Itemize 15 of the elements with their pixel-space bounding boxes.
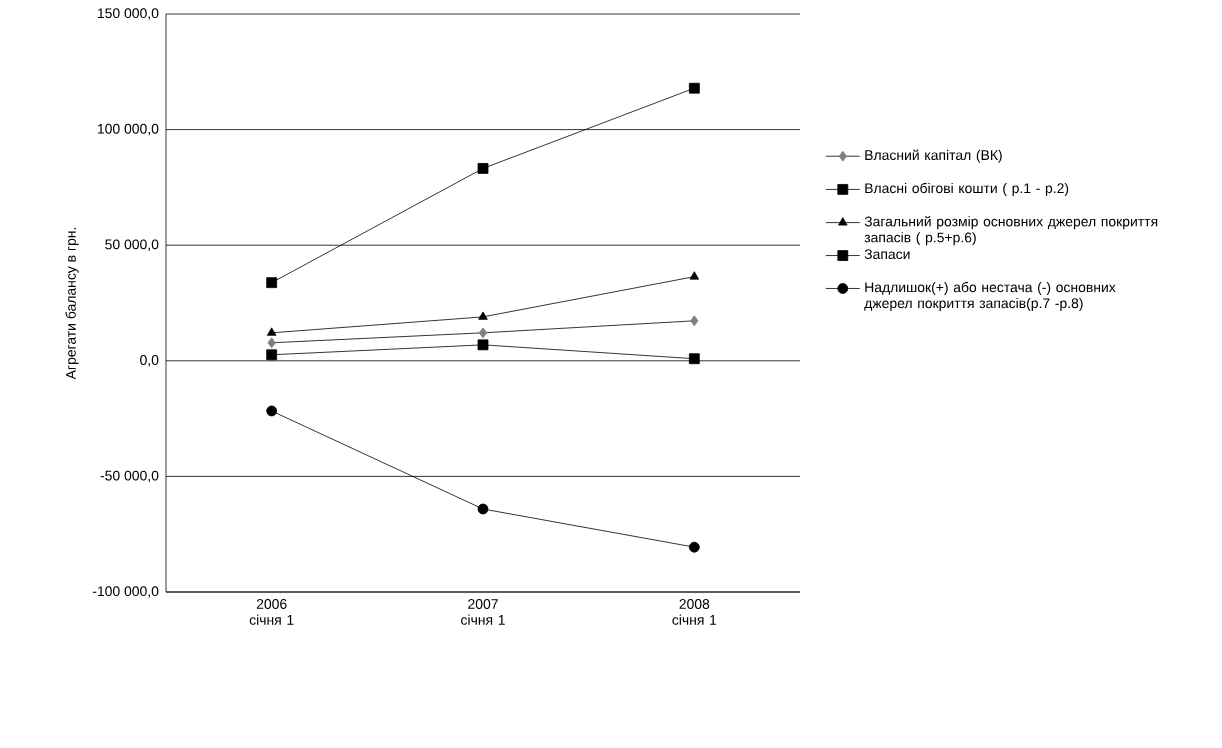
point (688, 82, 700, 94)
point (267, 337, 276, 349)
point (690, 315, 699, 327)
point (477, 163, 489, 174)
point (478, 327, 488, 339)
point (266, 277, 278, 289)
point (689, 271, 700, 280)
point (266, 405, 278, 417)
point (266, 349, 278, 361)
point (478, 311, 488, 320)
point (477, 503, 489, 515)
point (477, 339, 489, 351)
point (688, 541, 700, 553)
point (688, 353, 700, 365)
point (266, 327, 277, 336)
